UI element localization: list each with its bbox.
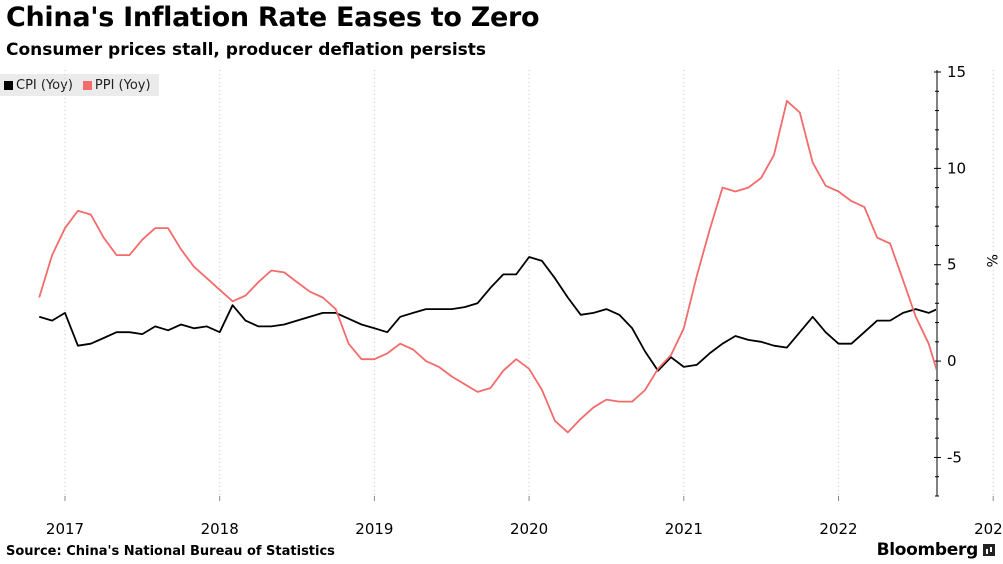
- y-tick-label: 10: [947, 159, 966, 177]
- legend-label-ppi: PPI (Yoy): [94, 77, 151, 93]
- y-tick-label: 15: [947, 63, 966, 81]
- x-tick-label: 2021: [665, 520, 703, 538]
- legend-swatch-cpi: [4, 80, 13, 90]
- source-note: Source: China's National Bureau of Stati…: [6, 544, 335, 559]
- series-line-cpi: [38, 256, 936, 372]
- series-line-ppi: [38, 100, 936, 434]
- chart-title: China's Inflation Rate Eases to Zero: [6, 2, 540, 33]
- x-tick-label: 2023: [974, 520, 1003, 538]
- legend-item-ppi[interactable]: PPI (Yoy): [82, 77, 151, 93]
- x-tick-label: 2017: [46, 520, 84, 538]
- x-tick-label: 2019: [355, 520, 393, 538]
- y-axis-label: %: [983, 254, 999, 267]
- brand-name: Bloomberg: [876, 540, 979, 560]
- legend-swatch-ppi: [82, 80, 92, 90]
- x-tick-label: 2018: [201, 520, 239, 538]
- terminal-icon: [983, 544, 995, 556]
- x-tick-label: 2022: [819, 520, 857, 538]
- bloomberg-logo: Bloomberg: [877, 540, 995, 560]
- legend-label-cpi: CPI (Yoy): [16, 77, 73, 93]
- chart-subtitle: Consumer prices stall, producer deflatio…: [6, 40, 487, 60]
- y-tick-label: 5: [947, 256, 957, 274]
- y-tick-label: 0: [947, 352, 957, 370]
- legend-item-cpi[interactable]: CPI (Yoy): [4, 78, 73, 93]
- chart-legend: CPI (Yoy) PPI (Yoy): [0, 74, 159, 96]
- x-tick-label: 2020: [510, 520, 548, 538]
- y-tick-label: -5: [947, 448, 962, 466]
